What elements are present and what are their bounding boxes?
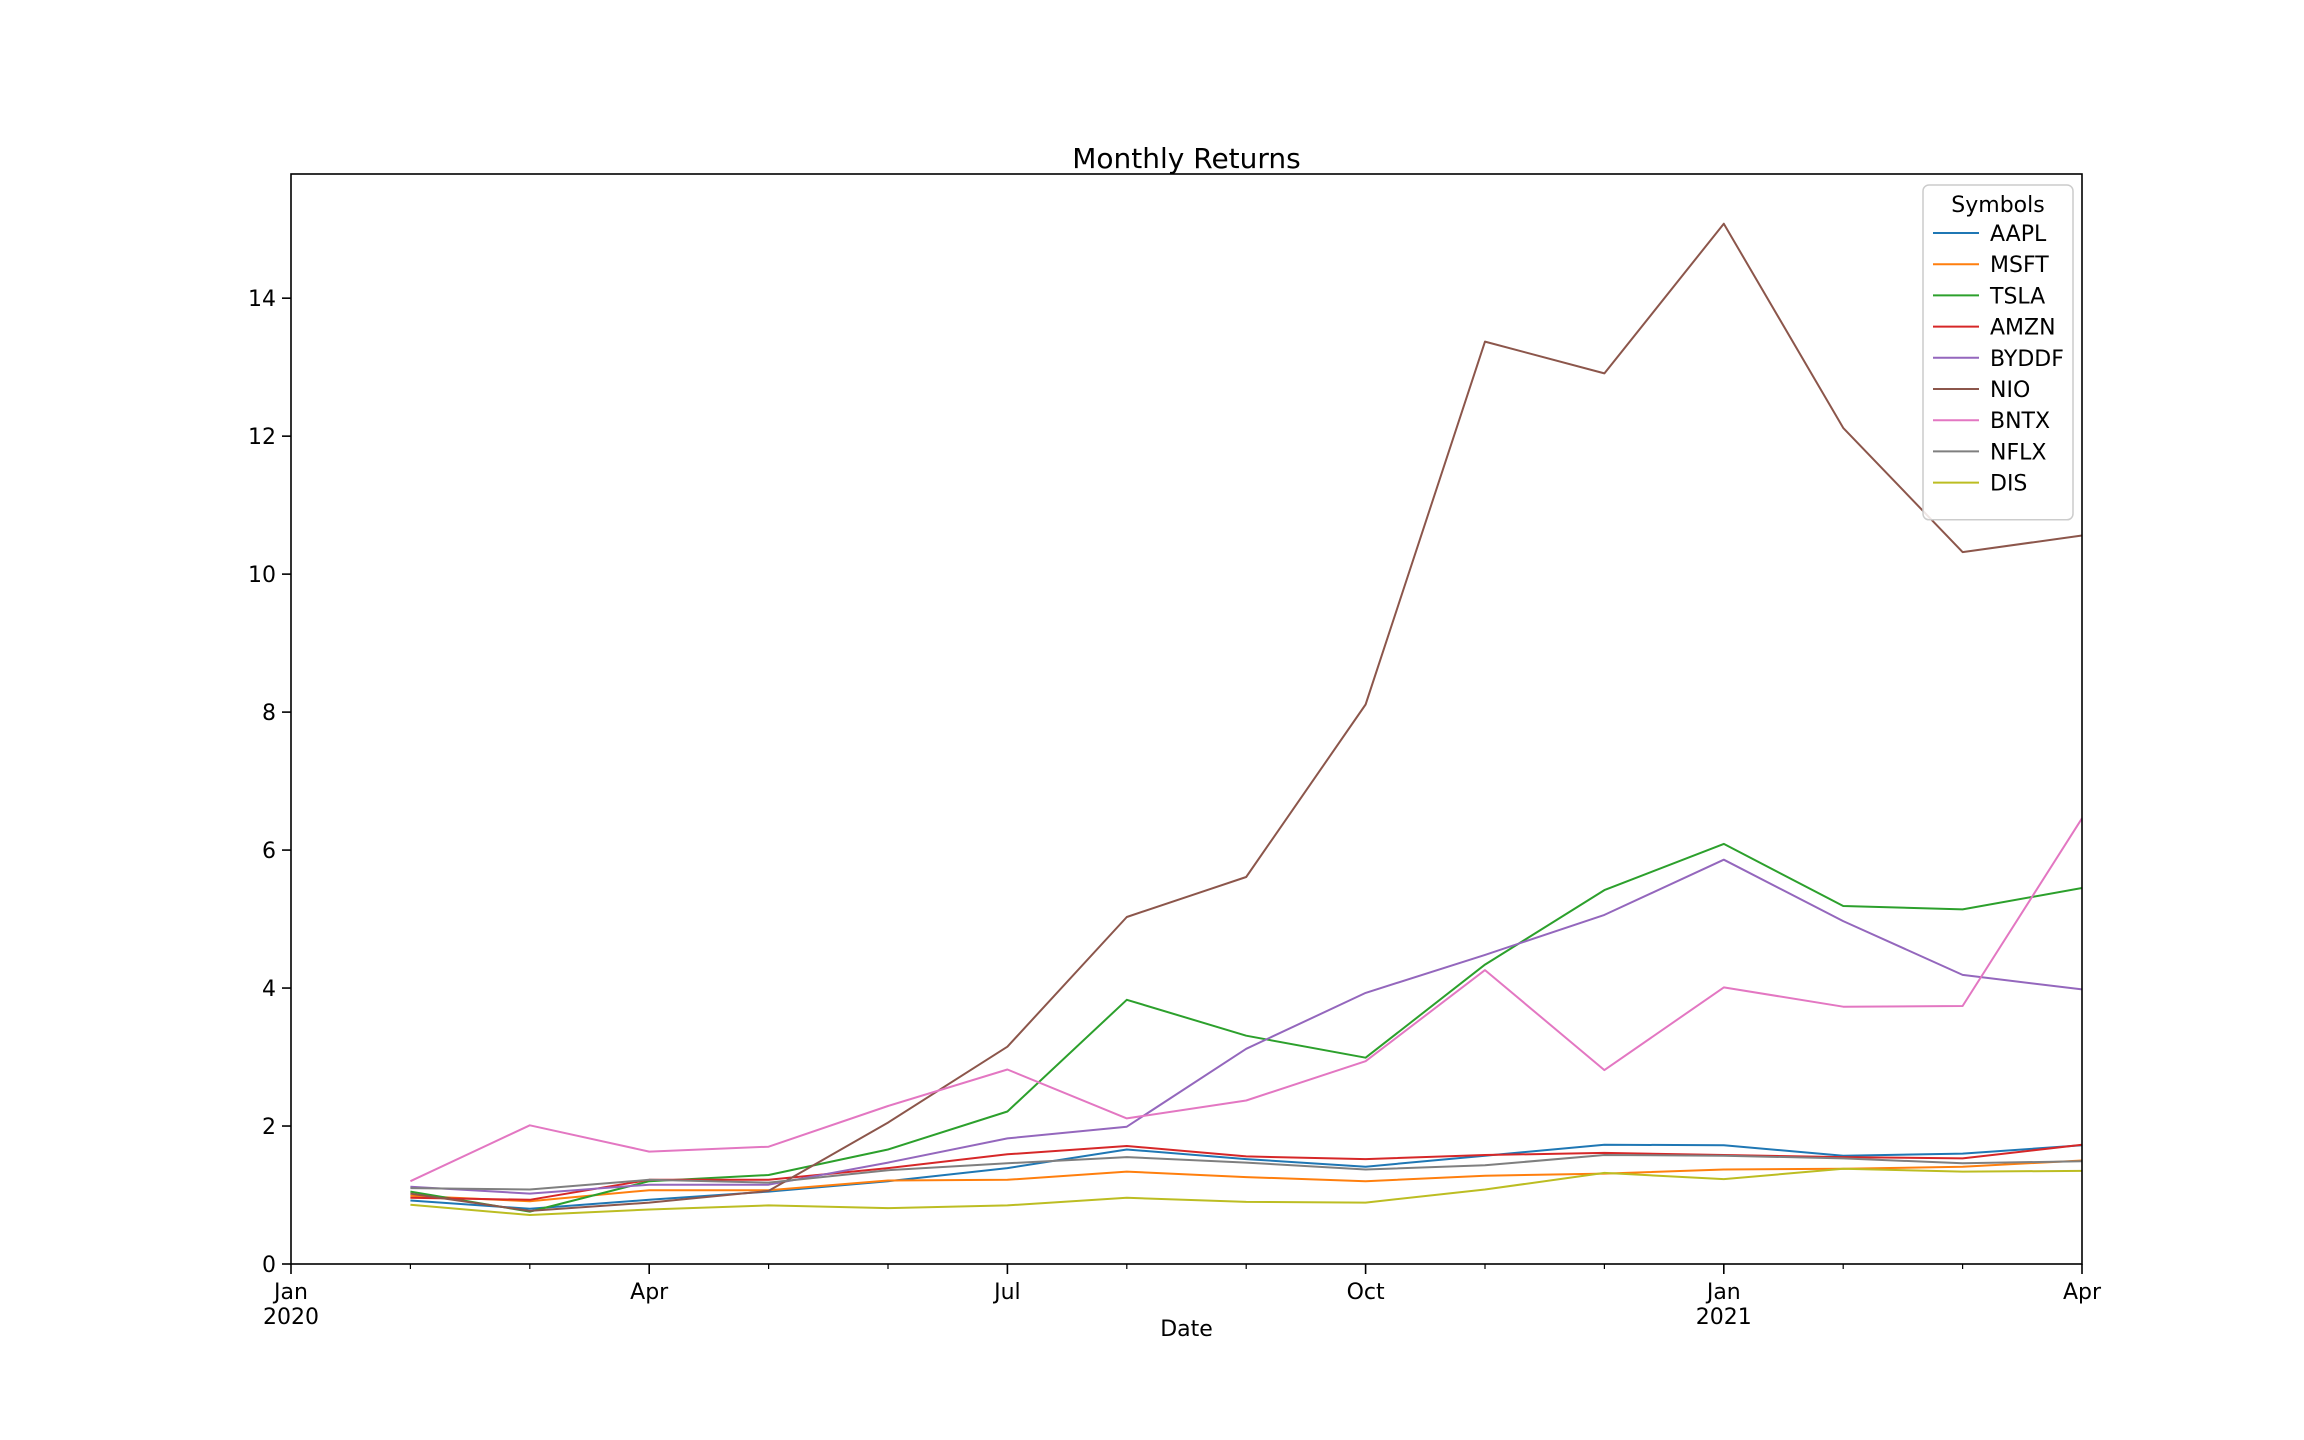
legend-label: AAPL [1990,222,2047,247]
x-tick-label: Apr [630,1280,669,1305]
legend-label: BNTX [1990,409,2050,434]
y-tick-label: 0 [262,1253,276,1278]
y-tick-label: 2 [262,1115,276,1140]
y-tick-label: 4 [262,977,276,1002]
legend: Symbols AAPL MSFT TSLA AMZN BYDDF NIO BNTX NFLX… [1922,184,2074,521]
x-tick-year-label: 2020 [263,1305,319,1330]
y-tick-label: 6 [262,839,276,864]
series-line-aapl [410,1143,2083,1210]
series-line-byddf [410,858,2083,1195]
series-lines [409,222,2083,1216]
x-axis-label: Date [1160,1317,1213,1342]
legend-label: DIS [1990,472,2027,497]
legend-entry-byddf: BYDDF [1933,347,2064,372]
x-tick-label: Jan [272,1280,308,1305]
legend-entry-aapl: AAPL [1933,222,2047,247]
series-line-nio [410,222,2083,1212]
x-tick-year-label: 2021 [1696,1305,1752,1330]
legend-entry-bntx: BNTX [1933,409,2050,434]
legend-label: NFLX [1990,440,2046,465]
plot-area-frame [290,173,2083,1265]
y-tick-label: 14 [248,287,276,312]
legend-box [1922,184,2074,521]
legend-entry-nio: NIO [1933,378,2030,403]
series-line-amzn [410,1143,2083,1201]
legend-entry-tsla: TSLA [1933,284,2045,309]
y-axis: 0 2 4 6 8 10 12 14 [248,287,291,1278]
legend-entry-msft: MSFT [1933,253,2049,278]
legend-entry-dis: DIS [1933,472,2027,497]
x-tick-label: Jan [1705,1280,1741,1305]
x-tick-label: Oct [1347,1280,1385,1305]
legend-label: BYDDF [1990,347,2064,372]
x-tick-label: Jul [992,1280,1021,1305]
series-line-msft [410,1159,2083,1203]
x-tick-label: Apr [2063,1280,2102,1305]
legend-label: MSFT [1990,253,2049,278]
y-tick-label: 10 [248,563,276,588]
chart-title: Monthly Returns [1072,142,1301,175]
legend-label: NIO [1990,378,2030,403]
y-tick-label: 12 [248,425,276,450]
legend-entry-nflx: NFLX [1933,440,2046,465]
y-tick-label: 8 [262,701,276,726]
series-line-bntx [409,817,2083,1183]
series-line-dis [410,1167,2083,1216]
legend-entry-amzn: AMZN [1933,316,2056,341]
legend-label: AMZN [1990,316,2056,341]
series-line-nflx [410,1154,2083,1191]
legend-title: Symbols [1951,193,2044,218]
legend-label: TSLA [1989,284,2045,309]
